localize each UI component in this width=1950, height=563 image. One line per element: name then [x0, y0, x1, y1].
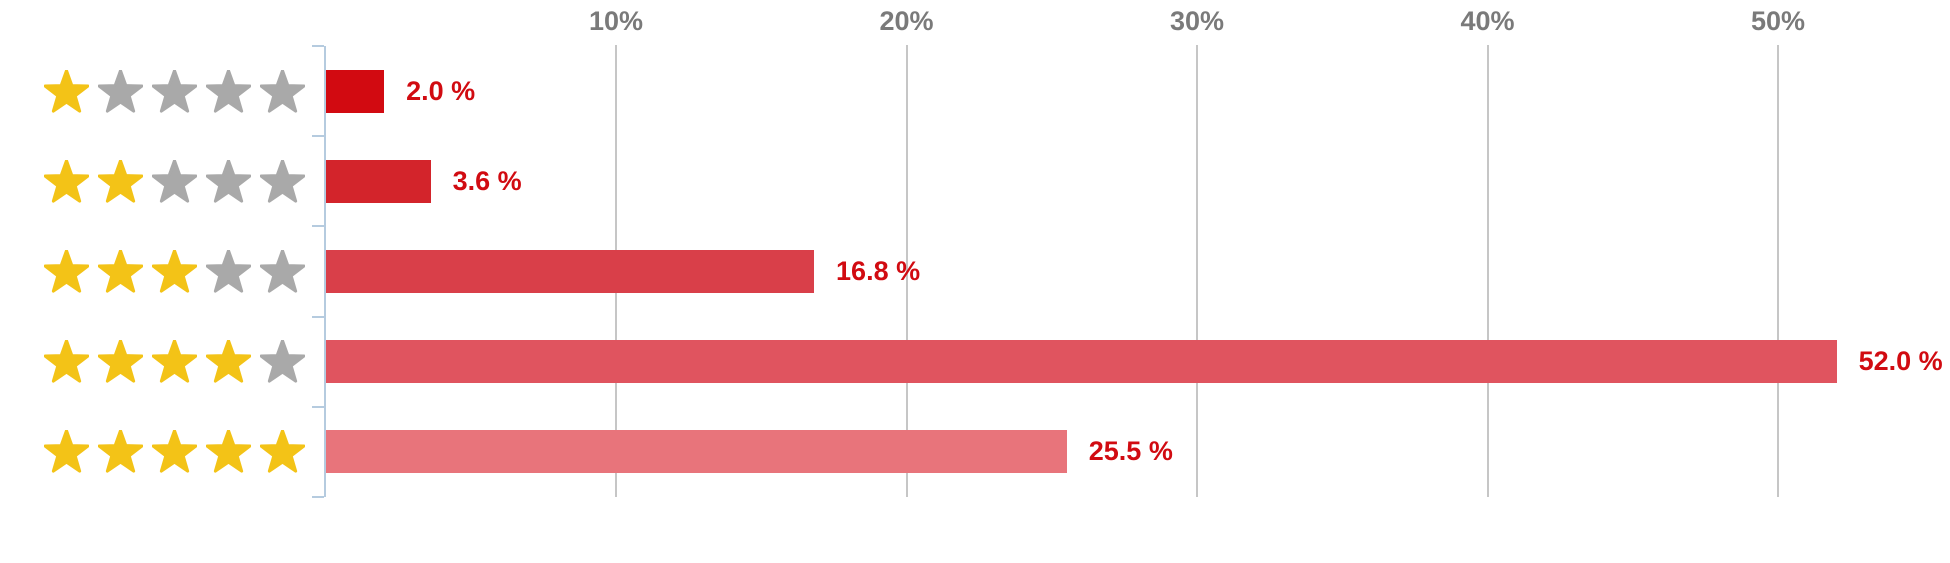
star-icon-filled	[152, 249, 197, 293]
star-icon-filled	[152, 430, 197, 473]
star-rating-2-of-5	[44, 159, 305, 203]
star-icon-empty	[260, 249, 305, 293]
gridline-40%	[1486, 45, 1489, 497]
y-axis-tick	[312, 496, 324, 498]
star-icon-filled	[98, 159, 143, 203]
rating-row-3-stars: 16.8 %	[0, 226, 1950, 316]
gridline-50%	[1777, 45, 1779, 497]
star-rating-1-of-5	[44, 69, 305, 113]
star-icon-empty	[206, 69, 251, 113]
star-icon-empty	[152, 69, 197, 113]
star-icon-empty	[206, 249, 251, 293]
rating-bar	[326, 430, 1067, 474]
star-icon-filled	[44, 249, 89, 293]
star-rating-4-of-5	[44, 340, 305, 383]
star-icon-filled	[98, 249, 143, 293]
star-icon-empty	[260, 159, 305, 203]
rating-row-4-stars: 52.0 %	[0, 317, 1950, 407]
y-axis-tick	[312, 45, 324, 47]
gridline-30%	[1196, 45, 1198, 497]
x-axis-tick-label: 50%	[1750, 6, 1806, 36]
star-icon-filled	[260, 430, 305, 473]
rating-bar	[326, 159, 431, 203]
star-icon-empty	[260, 69, 305, 113]
star-icon-filled	[44, 159, 89, 203]
star-icon-filled	[44, 340, 89, 383]
star-icon-filled	[206, 340, 251, 383]
star-icon-empty	[98, 69, 143, 113]
rating-row-1-star: 2.0 %	[0, 46, 1950, 136]
rating-bar	[326, 69, 385, 113]
bar-value-label: 2.0 %	[406, 75, 476, 106]
y-axis-tick	[312, 135, 324, 138]
star-icon-empty	[260, 340, 305, 383]
y-axis-tick	[312, 225, 324, 228]
bar-value-label: 16.8 %	[836, 255, 921, 286]
rating-bar	[326, 249, 815, 293]
star-icon-empty	[206, 159, 251, 203]
bar-value-label: 52.0 %	[1858, 346, 1943, 377]
rating-row-5-stars: 25.5 %	[0, 407, 1950, 497]
y-axis-tick	[312, 315, 324, 318]
gridline-20%	[905, 45, 908, 497]
x-axis-tick-label: 30%	[1169, 6, 1225, 36]
star-rating-5-of-5	[44, 430, 305, 473]
star-icon-filled	[44, 69, 89, 113]
x-axis-tick-label: 10%	[588, 6, 644, 36]
star-icon-filled	[206, 430, 251, 473]
star-icon-filled	[44, 430, 89, 473]
star-icon-filled	[98, 340, 143, 383]
x-axis-tick-label: 20%	[879, 6, 934, 36]
x-axis-tick-label: 40%	[1460, 6, 1515, 36]
star-rating-3-of-5	[44, 249, 305, 293]
star-icon-empty	[152, 159, 197, 203]
star-icon-filled	[152, 340, 197, 383]
rating-bar	[326, 340, 1837, 384]
bar-value-label: 3.6 %	[452, 165, 522, 196]
bar-value-label: 25.5 %	[1088, 436, 1173, 467]
rating-row-2-stars: 3.6 %	[0, 136, 1950, 226]
star-icon-filled	[98, 430, 143, 473]
y-axis-line	[324, 46, 326, 497]
y-axis-tick	[312, 405, 324, 408]
